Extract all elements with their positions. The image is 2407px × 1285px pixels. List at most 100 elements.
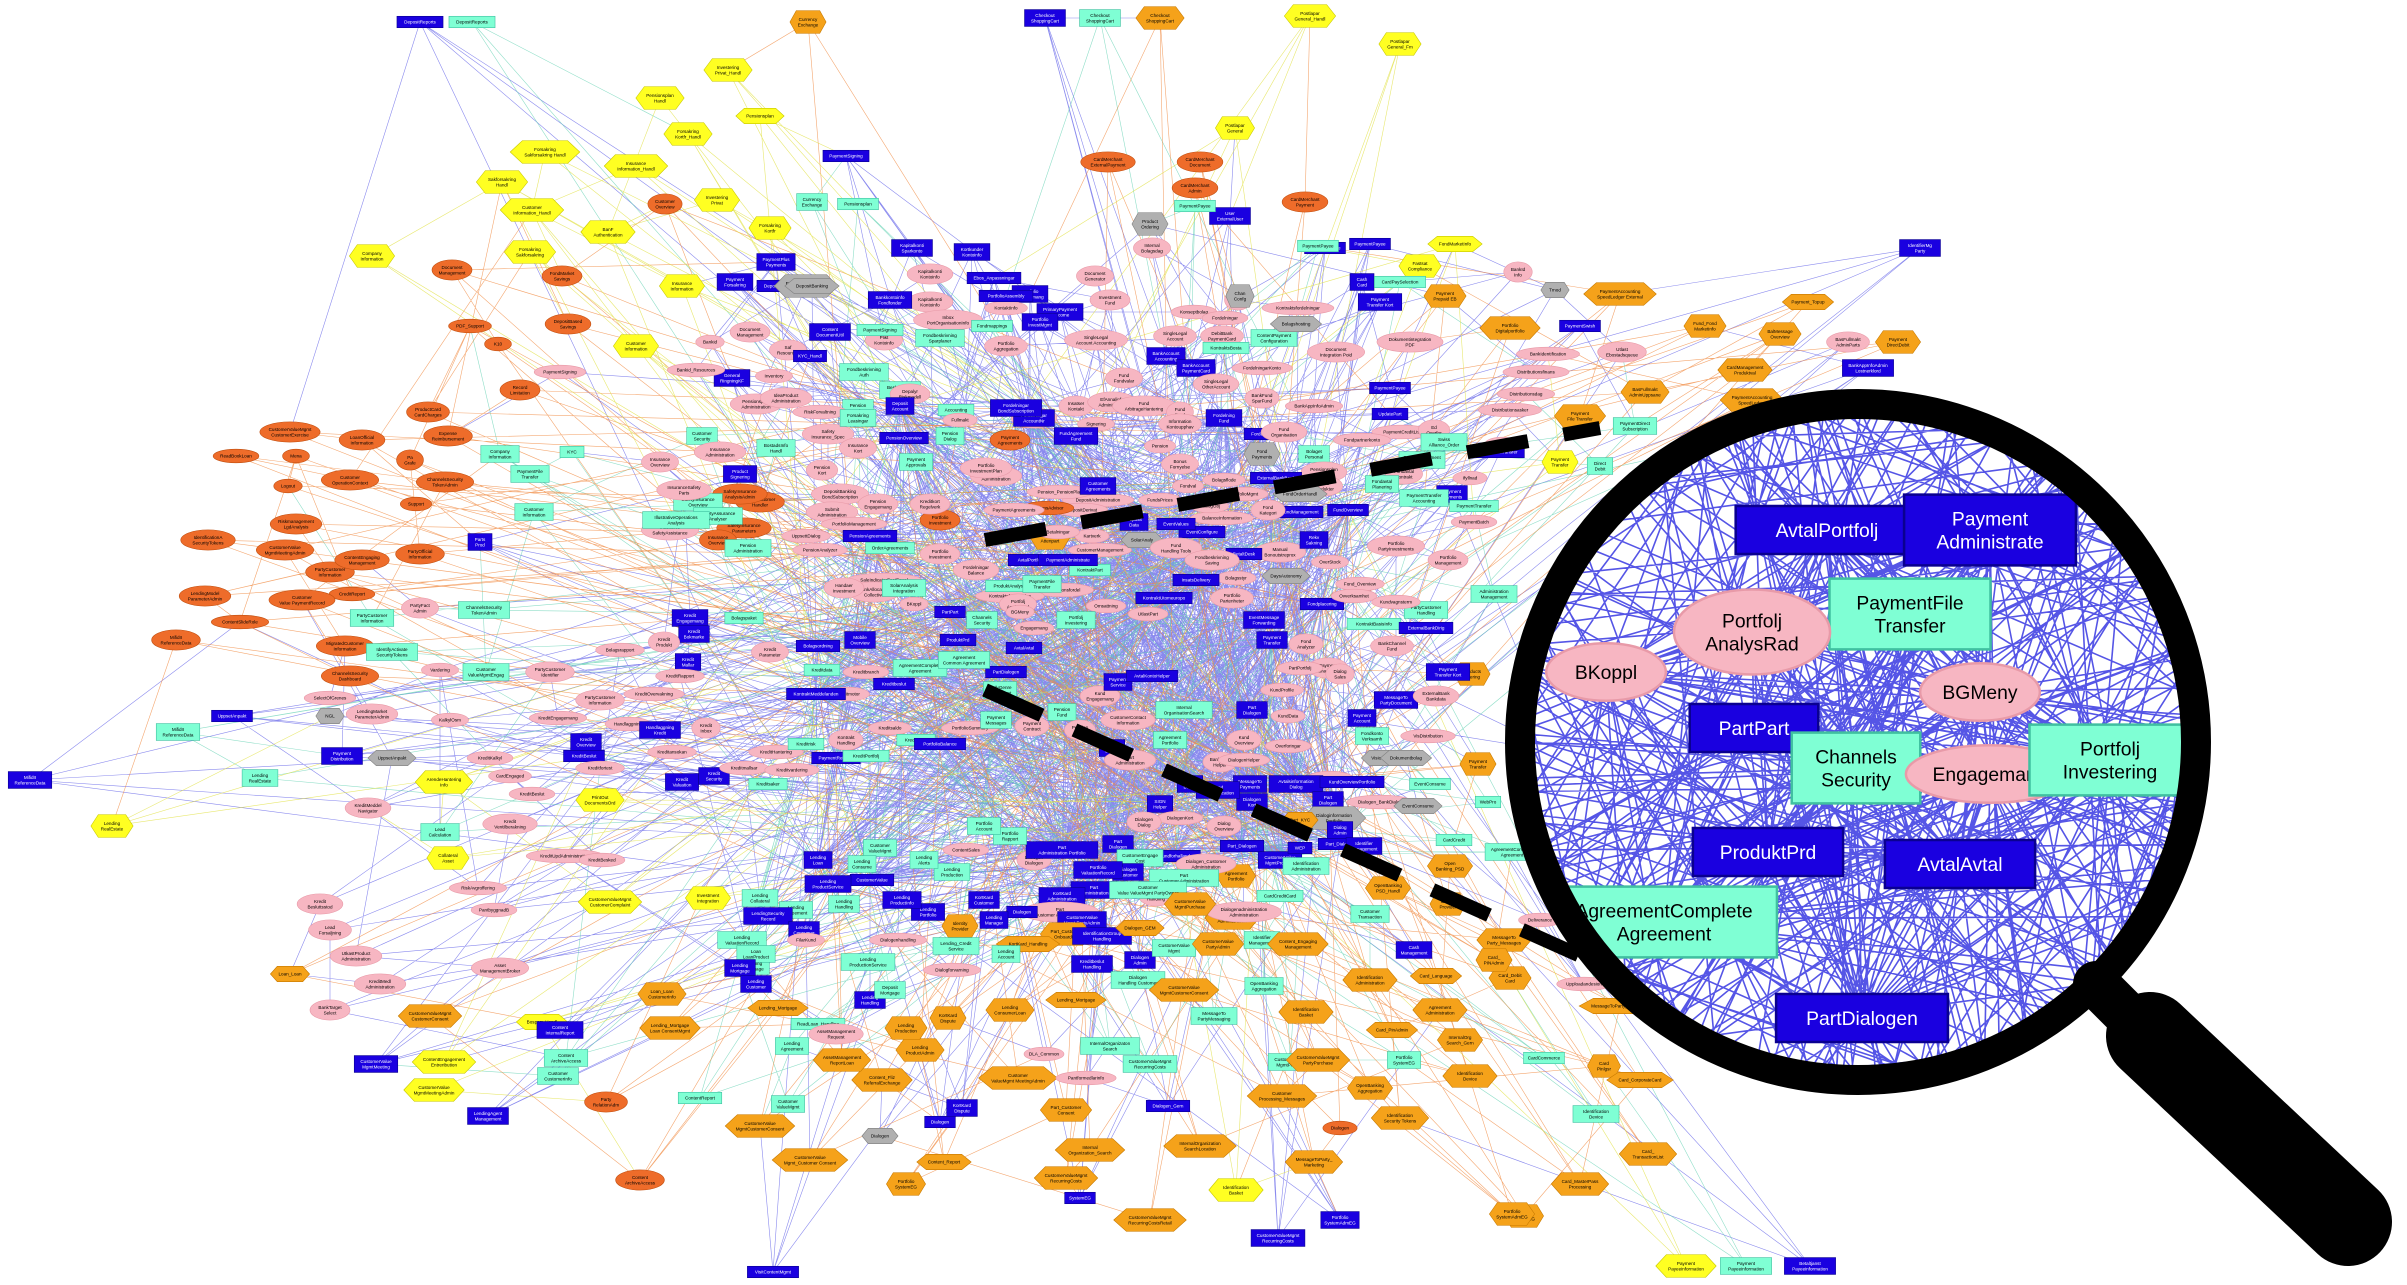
node-internalorg-search-gern: InternalOrg Search_Gern xyxy=(1437,1028,1483,1052)
node-shape xyxy=(514,503,554,521)
node-label: AssetManagement Request xyxy=(817,1029,856,1039)
node-depositbanking: DepositBanking xyxy=(784,277,840,295)
node-agreement-administration: Agreement Administration xyxy=(1412,998,1468,1022)
node-card-pinlgsr: Card Pinlgsr xyxy=(1587,1054,1621,1078)
node-shape xyxy=(537,1067,579,1085)
node-shape xyxy=(623,686,685,702)
node-partycustomer-information: PartyCustomer Information xyxy=(575,689,625,711)
node-shape xyxy=(329,945,383,967)
node-shape xyxy=(1502,364,1570,380)
node-shape xyxy=(448,15,496,29)
node-shape xyxy=(1828,577,1992,651)
node-partpart: PartPart xyxy=(934,605,966,619)
node-submit-administration: Submit Administration xyxy=(805,501,859,523)
node-shape xyxy=(1365,475,1399,493)
node-label: BalMessage Overview xyxy=(1767,329,1793,339)
node-shape xyxy=(212,448,260,464)
node-balmessage-overview: BalMessage Overview xyxy=(1758,322,1802,346)
node-wep: WEP xyxy=(1287,841,1313,855)
node-shape xyxy=(282,448,310,464)
node-shape xyxy=(1387,1051,1421,1069)
node-avtalkontohelper: AvtalKontoHelper xyxy=(1126,669,1178,683)
node-label: Lending_Mortgage xyxy=(1057,998,1096,1003)
node-shape xyxy=(1064,1191,1096,1205)
node-shape xyxy=(1276,660,1324,676)
node-shape xyxy=(449,880,507,896)
node-shape xyxy=(1024,9,1066,27)
node-label: Fond_Overview xyxy=(1344,582,1377,587)
node-kreditvardering: Kreditvardering xyxy=(764,762,820,778)
node-customer-information: Customer Information xyxy=(613,334,659,358)
node-bankid: Bankid xyxy=(695,334,725,350)
node-shape xyxy=(639,721,681,739)
node-produktprd: ProduktPrd xyxy=(1691,826,1845,878)
node-shape xyxy=(1553,404,1607,428)
node-shape xyxy=(367,749,417,767)
node-label: Dialogen Dialog xyxy=(1135,817,1154,827)
node-shape xyxy=(966,611,998,629)
node-label: Open Banking_PSD xyxy=(1436,861,1465,871)
node-shape xyxy=(1038,553,1098,567)
node-shape xyxy=(1244,387,1280,409)
node-label: EventConsume xyxy=(1402,804,1434,809)
node-label: Upploadandesion xyxy=(1566,982,1602,987)
node-shape xyxy=(1299,597,1345,611)
node-label: CustomerValue MgmtProposal xyxy=(1264,855,1296,865)
node-kartverk: Kartverk xyxy=(1074,528,1110,544)
node-dokumentintegration-pdf: Dokumentintegration PDF xyxy=(1376,331,1444,353)
node-identification-device: Identification Device xyxy=(1572,1105,1620,1123)
node-label: KundOverviewPortfolio xyxy=(1329,780,1376,785)
node-shape xyxy=(578,852,626,868)
node-shape xyxy=(839,437,877,459)
node-part-dialogen: Part Dialogen xyxy=(1236,701,1268,719)
node-inventory: Inventory xyxy=(755,368,793,384)
node-content-documentutil: Content DocumentUtil xyxy=(809,323,851,341)
node-shape xyxy=(787,737,825,751)
node-shape xyxy=(499,198,565,222)
node-shape xyxy=(1005,604,1035,620)
node-shape xyxy=(803,851,833,869)
node-shape xyxy=(1347,1076,1393,1100)
node-shape xyxy=(475,170,529,194)
node-avtalavtal: AvtalAvtal xyxy=(1883,838,2037,890)
node-label: Kredit Besluttsstod xyxy=(307,899,332,909)
node-shape xyxy=(1205,409,1243,427)
node-shape xyxy=(1393,797,1443,815)
node-label: Konseptbolag xyxy=(1180,310,1209,315)
node-label: Pension Administration xyxy=(733,543,763,553)
node-paymentbatch: PaymentBatch xyxy=(1450,514,1498,530)
node-shape xyxy=(397,1004,463,1028)
node-label: Fordelningar Balance xyxy=(963,565,989,575)
node-label: Kreditbranch xyxy=(853,670,879,675)
node-label: BankIdentification xyxy=(1530,352,1567,357)
node-pensionsplan-handl: Pensionsplan Handl xyxy=(635,86,685,110)
node-label: CustomerManagement xyxy=(1077,548,1124,553)
node-customer-overview: Customer Overview xyxy=(647,193,683,215)
node-label: Checkout ShoppingCart xyxy=(1031,13,1060,23)
node-label: Lending_Mortgage xyxy=(759,1006,798,1011)
node-shape xyxy=(575,788,625,812)
node-shape xyxy=(865,541,915,555)
node-label: Fondval xyxy=(1180,484,1196,489)
node-label: ProductCard CardCharges xyxy=(414,407,442,417)
node-label: UppsetAnpakt xyxy=(378,756,408,761)
node-openbanking-psd-handl: OpenBanking PSD_Handl xyxy=(1365,876,1411,900)
node-kreditbranch: Kreditbranch xyxy=(842,664,890,680)
node-label: OpenBanking PSD_Handl xyxy=(1374,883,1402,893)
node-label: Postlapar General_Handl xyxy=(1295,11,1326,21)
node-shape xyxy=(467,533,493,551)
node-shape xyxy=(1672,588,1832,676)
node-investering-privat: Investering Privat xyxy=(694,188,740,212)
node-banf-authentication: BanF Authentication xyxy=(580,220,636,244)
node-shape xyxy=(801,423,855,445)
node-cardcommerce: CardCommerce xyxy=(1523,1051,1565,1065)
node-shape xyxy=(929,1006,967,1030)
node-payment-account: Payment Account xyxy=(1347,709,1377,727)
node-arendehantering-info: ArendeHantering Info xyxy=(414,770,474,794)
node-label: Lending Agreement xyxy=(785,905,808,915)
node-singlelegal-account: SingleLegal Account xyxy=(1153,325,1197,347)
node-shape xyxy=(1423,284,1467,308)
node-shape xyxy=(667,362,725,378)
